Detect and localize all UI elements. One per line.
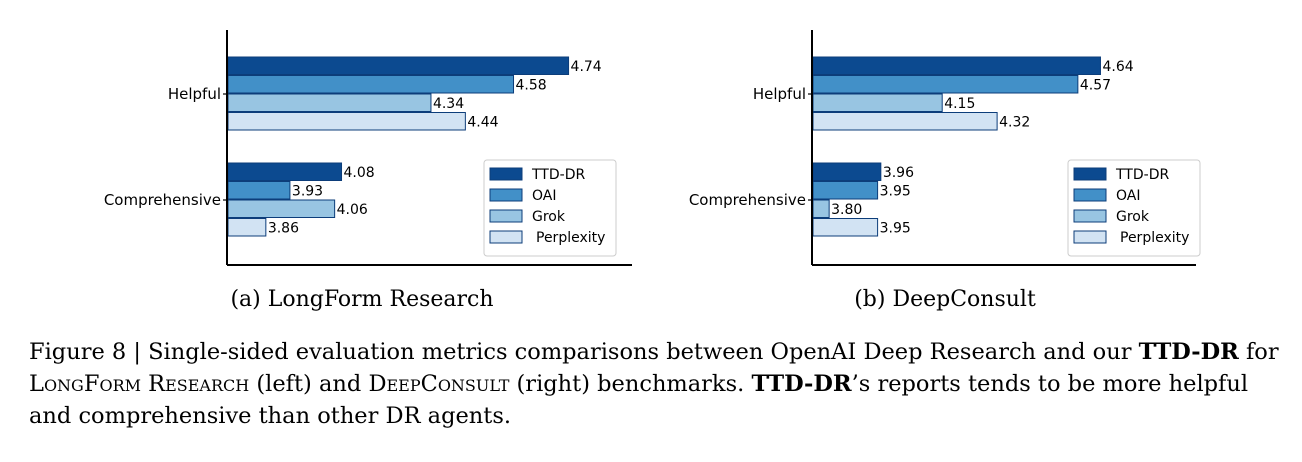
legend-swatch-grok [1073, 209, 1107, 223]
category-label-comprehensive: Comprehensive [689, 191, 806, 209]
legend-label-ttd-dr: TTD-DR [1115, 167, 1169, 183]
caption-prefix: Figure 8 | Single-sided evaluation metri… [29, 339, 1132, 365]
legend-label-perplexity: Perplexity [536, 230, 605, 246]
caption-right: (right) benchmarks. [516, 371, 745, 397]
data-label-comprehensive-oai: 3.93 [292, 183, 323, 199]
bar-comprehensive-oai [812, 181, 879, 200]
bar-helpful-perplexity [812, 112, 998, 131]
caption-benchmark-1: LongForm Research [29, 371, 250, 397]
bar-helpful-perplexity [227, 112, 466, 131]
bar-helpful-grok [812, 93, 943, 112]
category-label-comprehensive: Comprehensive [104, 191, 221, 209]
legend-swatch-ttd-dr [1073, 167, 1107, 181]
figure-caption: Figure 8 | Single-sided evaluation metri… [29, 336, 1279, 432]
legend-swatch-perplexity [489, 230, 523, 244]
legend-swatch-oai [489, 188, 523, 202]
legend-label-oai: OAI [1116, 188, 1140, 204]
chart-2: 4.64 4.57 4.15 4.32 Helpful 3.96 3.95 3.80 3.95 C… [689, 30, 1201, 312]
category-label-helpful: Helpful [168, 85, 221, 103]
data-label-helpful-ttd-dr: 4.64 [1102, 59, 1133, 75]
data-label-helpful-grok: 4.15 [944, 96, 975, 112]
data-label-helpful-grok: 4.34 [433, 96, 464, 112]
legend-swatch-oai [1073, 188, 1107, 202]
data-label-comprehensive-perplexity: 3.86 [268, 220, 299, 236]
bar-helpful-ttd-dr [227, 56, 570, 75]
caption-left: (left) and [256, 371, 362, 397]
chart-1: 4.74 4.58 4.344.44 Helpful 4.08 3.93 4.06 3.86 C… [104, 30, 632, 312]
bar-comprehensive-ttd-dr [812, 162, 882, 181]
data-label-comprehensive-grok: 3.80 [831, 202, 862, 218]
bar-helpful-grok [227, 93, 432, 112]
data-label-comprehensive-perplexity: 3.95 [880, 220, 911, 236]
bar-comprehensive-grok [812, 199, 830, 218]
data-label-comprehensive-ttd-dr: 3.96 [883, 165, 914, 181]
bar-helpful-ttd-dr [812, 56, 1101, 75]
bar-comprehensive-ttd-dr [227, 162, 343, 181]
subcaption: (a) LongForm Research [230, 287, 493, 312]
data-label-helpful-perplexity: 4.32 [999, 114, 1030, 130]
bar-comprehensive-grok [227, 199, 336, 218]
data-label-helpful-ttd-dr: 4.74 [571, 59, 602, 75]
legend: TTD-DR OAI Grok Perplexity [1067, 159, 1201, 257]
bar-comprehensive-perplexity [812, 218, 879, 237]
bar-helpful-oai [812, 75, 1079, 94]
data-label-helpful-perplexity: 4.44 [467, 114, 498, 130]
figure-charts: 4.74 4.58 4.344.44 Helpful 4.08 3.93 4.06 3.86 C… [104, 30, 1201, 312]
legend-label-ttd-dr: TTD-DR [531, 167, 585, 183]
legend-swatch-perplexity [1073, 230, 1107, 244]
caption-benchmark-2: DeepConsult [368, 371, 510, 397]
caption-suffix: ’s reports tends to be more helpful and … [29, 371, 1249, 429]
category-label-helpful: Helpful [753, 85, 806, 103]
legend-swatch-ttd-dr [489, 167, 523, 181]
bar-comprehensive-perplexity [227, 218, 267, 237]
legend-label-grok: Grok [1116, 209, 1150, 225]
legend-label-oai: OAI [532, 188, 556, 204]
data-label-comprehensive-oai: 3.95 [880, 183, 911, 199]
legend-swatch-grok [489, 209, 523, 223]
caption-for: for [1245, 339, 1279, 365]
legend-label-perplexity: Perplexity [1120, 230, 1189, 246]
caption-model-name: TTD-DR [1138, 339, 1239, 365]
caption-model-name-2: TTD-DR [751, 371, 852, 397]
legend-label-grok: Grok [532, 209, 566, 225]
data-label-comprehensive-grok: 4.06 [337, 202, 368, 218]
bar-helpful-oai [227, 75, 515, 94]
legend: TTD-DR OAI Grok Perplexity [483, 159, 617, 257]
bar-comprehensive-oai [227, 181, 291, 200]
data-label-comprehensive-ttd-dr: 4.08 [344, 165, 375, 181]
subcaption: (b) DeepConsult [854, 287, 1036, 312]
data-label-helpful-oai: 4.58 [516, 77, 547, 93]
data-label-helpful-oai: 4.57 [1080, 77, 1111, 93]
